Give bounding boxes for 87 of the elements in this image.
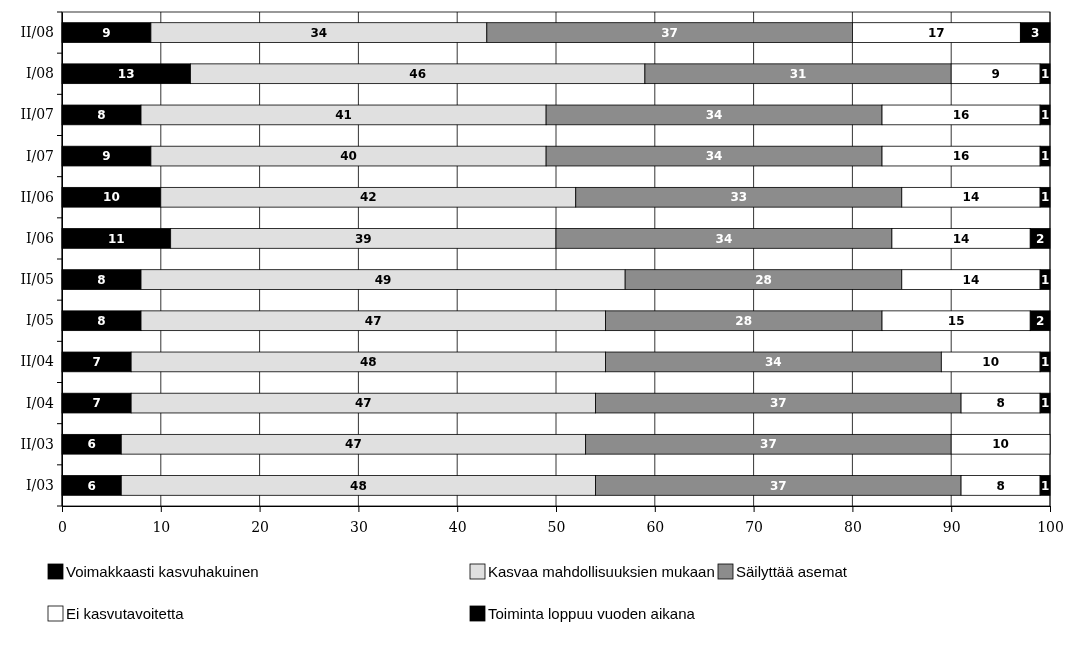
data-label: 7 <box>92 396 101 411</box>
x-tick-label: 60 <box>646 518 665 535</box>
data-label: 1 <box>1040 396 1050 411</box>
data-label: 7 <box>92 355 101 370</box>
y-tick-label: I/06 <box>25 229 55 246</box>
data-label: 1 <box>1040 108 1050 123</box>
y-tick-label: II/04 <box>20 353 55 370</box>
data-label: 16 <box>952 108 970 123</box>
data-label: 10 <box>982 355 1000 370</box>
y-tick-label: II/07 <box>20 106 54 123</box>
data-label: 1 <box>1040 272 1050 287</box>
x-tick-label: 0 <box>58 518 67 535</box>
data-label: 42 <box>359 190 377 205</box>
data-label: 1 <box>1040 149 1050 164</box>
data-label: 41 <box>335 108 352 123</box>
data-label: 6 <box>87 478 96 493</box>
data-label: 28 <box>755 272 772 287</box>
legend-label: Säilyttää asemat <box>736 563 848 580</box>
y-tick-label: II/03 <box>20 435 54 452</box>
data-label: 31 <box>789 66 807 81</box>
legend-label: Toiminta loppuu vuoden aikana <box>488 605 696 622</box>
y-tick-label: II/05 <box>20 271 54 288</box>
data-label: 14 <box>952 231 970 246</box>
y-tick-label: I/08 <box>25 65 54 82</box>
data-label: 37 <box>661 25 678 40</box>
x-tick-label: 40 <box>448 518 467 535</box>
data-label: 10 <box>103 190 120 205</box>
data-label: 9 <box>991 66 1000 81</box>
data-label: 6 <box>87 437 96 452</box>
data-label: 9 <box>102 149 111 164</box>
data-label: 34 <box>715 231 733 246</box>
data-label: 33 <box>730 190 748 205</box>
data-label: 1 <box>1040 355 1050 370</box>
y-tick-label: I/04 <box>25 394 55 411</box>
data-label: 8 <box>97 108 106 123</box>
data-label: 11 <box>107 231 125 246</box>
data-label: 37 <box>769 478 787 493</box>
y-tick-label: II/06 <box>20 188 55 205</box>
y-tick-label: I/03 <box>25 476 54 493</box>
data-label: 34 <box>705 149 723 164</box>
data-label: 17 <box>928 25 945 40</box>
data-label: 34 <box>705 108 723 123</box>
data-label: 37 <box>760 437 777 452</box>
data-label: 39 <box>354 231 372 246</box>
data-label: 34 <box>310 25 328 40</box>
data-label: 2 <box>1035 313 1045 328</box>
data-label: 16 <box>952 149 970 164</box>
data-label: 1 <box>1040 190 1050 205</box>
data-label: 15 <box>947 313 965 328</box>
data-label: 9 <box>102 25 111 40</box>
x-tick-label: 80 <box>843 518 862 535</box>
x-tick-label: 10 <box>152 518 171 535</box>
data-label: 8 <box>97 272 106 287</box>
data-label: 8 <box>97 313 106 328</box>
legend-label: Voimakkaasti kasvuhakuinen <box>66 563 259 580</box>
data-label: 10 <box>992 437 1009 452</box>
data-label: 47 <box>364 313 382 328</box>
data-label: 14 <box>962 272 980 287</box>
data-label: 49 <box>374 272 392 287</box>
x-tick-label: 100 <box>1037 518 1064 535</box>
data-label: 2 <box>1035 231 1045 246</box>
data-label: 37 <box>769 396 787 411</box>
x-tick-label: 30 <box>349 518 368 535</box>
data-label: 14 <box>962 190 980 205</box>
y-tick-label: I/05 <box>25 312 54 329</box>
data-label: 8 <box>996 478 1005 493</box>
data-label: 40 <box>340 149 357 164</box>
x-tick-label: 90 <box>942 518 961 535</box>
data-label: 1 <box>1040 66 1050 81</box>
data-label: 8 <box>996 396 1005 411</box>
data-label: 28 <box>735 313 753 328</box>
legend-label: Ei kasvutavoitetta <box>66 605 185 622</box>
data-label: 48 <box>359 355 377 370</box>
x-tick-label: 50 <box>547 518 566 535</box>
data-label: 34 <box>765 355 782 370</box>
y-tick-label: I/07 <box>25 147 54 164</box>
legend-label: Kasvaa mahdollisuuksien mukaan <box>488 563 715 580</box>
y-tick-label: II/08 <box>20 24 54 41</box>
data-label: 3 <box>1031 25 1040 40</box>
data-label: 46 <box>409 66 427 81</box>
data-label: 1 <box>1040 478 1050 493</box>
data-label: 48 <box>350 478 367 493</box>
data-label: 47 <box>354 396 372 411</box>
x-tick-label: 70 <box>745 518 764 535</box>
x-tick-label: 20 <box>251 518 270 535</box>
data-label: 47 <box>345 437 362 452</box>
data-label: 13 <box>117 66 135 81</box>
